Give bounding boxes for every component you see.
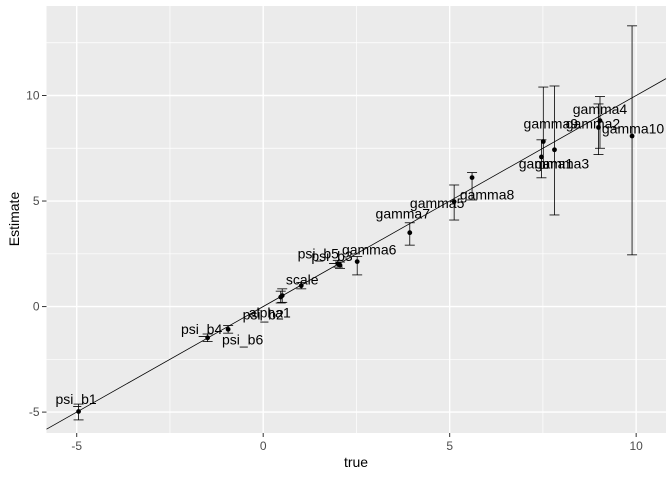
point-label: gamma5 — [410, 195, 465, 211]
data-point — [76, 409, 81, 414]
data-point — [540, 139, 546, 144]
identity-line — [46, 78, 667, 430]
point-label: psi_b3 — [311, 248, 352, 264]
x-tick-label: -5 — [71, 439, 82, 453]
data-point — [225, 326, 231, 332]
data-point — [629, 133, 635, 139]
data-point — [451, 199, 457, 205]
point-label: gamma2 — [566, 115, 621, 131]
y-tick-label: -5 — [29, 405, 40, 419]
data-point — [279, 293, 285, 298]
point-label: psi_b2 — [243, 307, 284, 323]
point-label: psi_b6 — [222, 331, 263, 347]
x-axis-title: true — [343, 454, 369, 470]
data-point — [407, 230, 413, 236]
point-label: gamma4 — [573, 101, 628, 117]
point-label: gamma7 — [376, 206, 431, 222]
data-point — [205, 335, 211, 341]
y-tick-label: 5 — [33, 194, 40, 208]
point-label: gamma3 — [535, 156, 590, 172]
data-point — [552, 147, 557, 153]
point-label: gamma9 — [524, 116, 579, 132]
point-label: psi_b4 — [181, 321, 222, 337]
point-label: psi_b1 — [55, 391, 96, 407]
data-point — [337, 262, 343, 268]
x-tick-label: 5 — [446, 439, 453, 453]
point-label: psi_b5 — [298, 246, 339, 262]
data-point — [469, 175, 475, 181]
point-label: gamma6 — [342, 242, 397, 258]
data-point — [597, 118, 603, 124]
data-point — [596, 124, 601, 130]
data-point — [354, 259, 360, 265]
data-point — [298, 283, 304, 289]
y-tick-label: 10 — [26, 88, 40, 102]
point-label: gamma8 — [460, 187, 515, 203]
point-label: gamma1 — [519, 155, 574, 171]
y-tick-label: 0 — [33, 300, 40, 314]
y-axis-title: Estimate — [6, 191, 22, 247]
point-label: gamma10 — [602, 121, 664, 137]
point-label: scale — [286, 272, 319, 288]
x-tick-label: 10 — [629, 439, 643, 453]
data-point — [539, 154, 544, 160]
x-tick-label: 0 — [260, 439, 267, 453]
point-label: alpha1 — [249, 305, 291, 321]
